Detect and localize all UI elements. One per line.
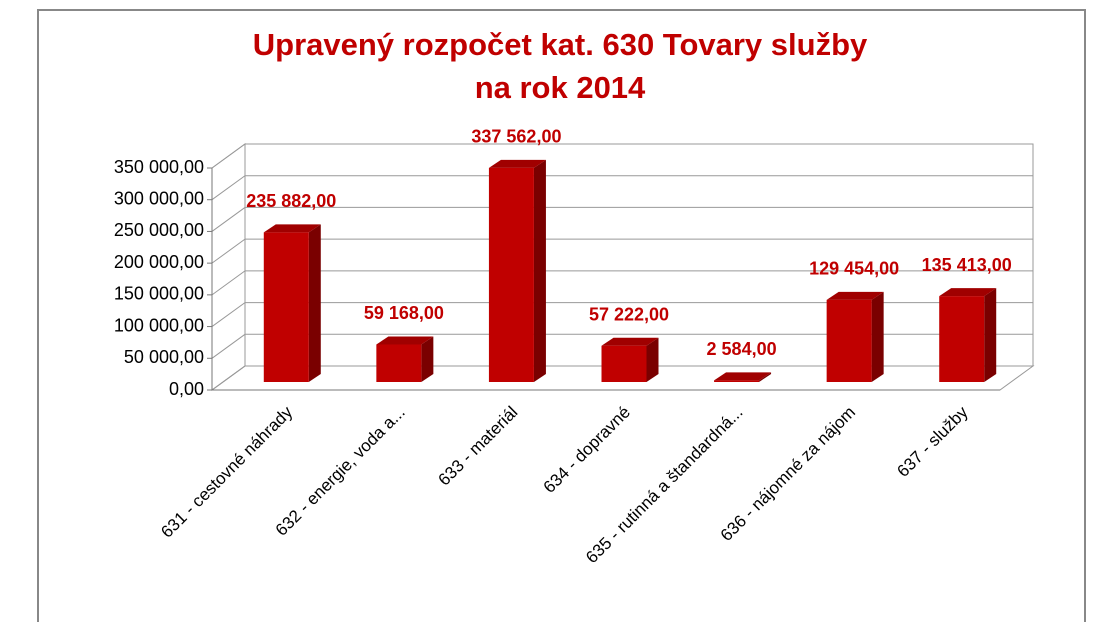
x-tick-label: 637 - služby: [893, 402, 972, 481]
bar-side: [533, 159, 546, 382]
x-tick-label: 633 - materiál: [434, 403, 521, 490]
grid-line: [211, 333, 1033, 359]
y-tick-label: 100 000,00: [114, 315, 204, 335]
bar-side: [871, 291, 884, 382]
bar: [714, 380, 760, 382]
bar-side: [308, 224, 321, 382]
bar: [263, 232, 309, 382]
y-tick-label: 300 000,00: [114, 188, 204, 208]
value-label: 2 584,00: [707, 339, 777, 359]
x-tick-label: 632 - energie, voda a...: [272, 403, 409, 540]
value-label: 129 454,00: [809, 259, 899, 279]
value-label: 337 562,00: [471, 127, 561, 147]
bar-top: [488, 159, 546, 168]
y-tick-label: 50 000,00: [124, 347, 204, 367]
bar-side: [759, 372, 772, 382]
value-label: 59 168,00: [364, 303, 444, 323]
grid-line: [211, 302, 1033, 327]
y-tick-label: 350 000,00: [114, 157, 204, 177]
grid-line: [211, 238, 1033, 264]
y-tick-label: 150 000,00: [114, 284, 204, 304]
bar-side: [646, 337, 659, 382]
chart-title: Upravený rozpočet kat. 630 Tovary služby: [253, 27, 868, 62]
value-label: 135 413,00: [922, 255, 1012, 275]
bar: [939, 296, 985, 382]
y-tick-label: 0,00: [169, 379, 204, 399]
bar-top: [826, 291, 884, 300]
grid-line: [211, 365, 1033, 391]
bar-top: [714, 372, 772, 381]
bar: [376, 344, 422, 382]
back-wall: [244, 143, 1034, 367]
bar-top: [601, 337, 659, 346]
grid-line: [211, 143, 1033, 169]
y-tick-label: 200 000,00: [114, 252, 204, 272]
frame: [37, 9, 1086, 622]
bar: [601, 345, 647, 382]
bar-top: [939, 288, 997, 297]
bar: [826, 299, 872, 382]
bar-side: [984, 288, 997, 382]
side-wall: [211, 143, 246, 391]
bar-top: [263, 224, 321, 233]
y-tick-label: 250 000,00: [114, 220, 204, 240]
bar-top: [376, 336, 434, 345]
x-tick-label: 631 - cestovné náhrady: [157, 402, 296, 541]
chart-title: na rok 2014: [475, 70, 646, 105]
bar-side: [421, 336, 434, 382]
x-tick-label: 634 - dopravné: [540, 403, 634, 497]
grid-line: [211, 175, 1033, 201]
grid-line: [211, 206, 1033, 232]
grid-line: [211, 270, 1033, 296]
value-label: 235 882,00: [246, 191, 336, 211]
bar: [488, 167, 534, 382]
value-label: 57 222,00: [589, 304, 669, 324]
